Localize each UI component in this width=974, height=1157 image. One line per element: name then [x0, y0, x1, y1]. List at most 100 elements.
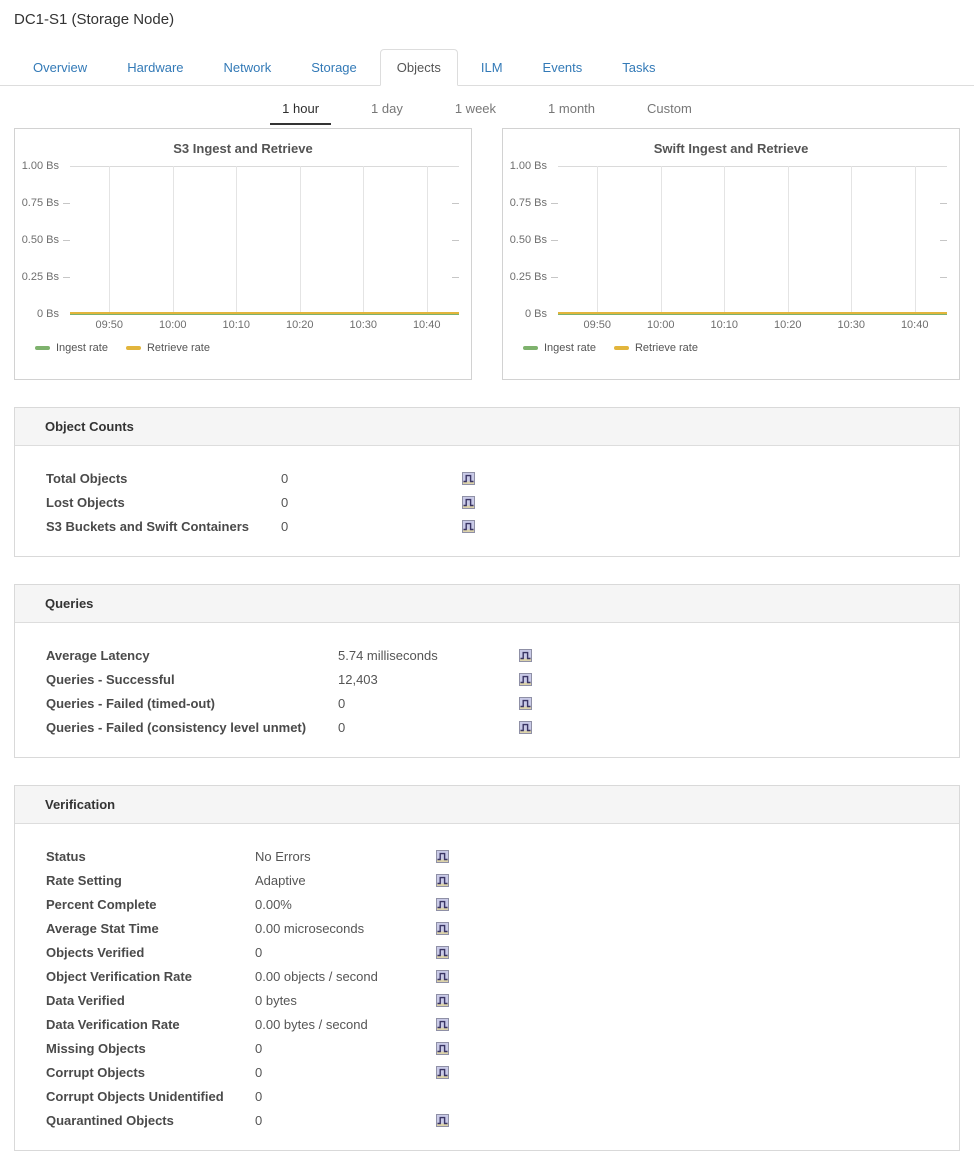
- y-tick-mark: [452, 203, 459, 204]
- stat-value: 0: [255, 1040, 263, 1056]
- line-chart-history-icon[interactable]: [436, 969, 449, 983]
- line-chart-history-icon[interactable]: [462, 519, 475, 533]
- chart-panel-s3-ingest-and-retrieve: S3 Ingest and Retrieve 1.00 Bs 0.75 Bs 0.50…: [14, 128, 472, 380]
- stat-row-percent-complete: Percent Complete 0.00%: [46, 892, 929, 916]
- line-chart-history-icon[interactable]: [519, 720, 532, 734]
- time-range-1-week[interactable]: 1 week: [454, 101, 497, 116]
- line-chart-history-icon[interactable]: [519, 672, 532, 686]
- tab-tasks[interactable]: Tasks: [622, 60, 656, 75]
- stat-value: 0 bytes: [255, 992, 297, 1008]
- panel-verification: Verification Status No Errors Rate Setting A…: [14, 785, 960, 1151]
- line-chart-history-icon[interactable]: [436, 1017, 449, 1031]
- x-tick-label: 10:20: [773, 319, 802, 331]
- vertical-gridline: [299, 166, 301, 314]
- stat-label: Percent Complete: [46, 896, 157, 912]
- chart-panel-swift-ingest-and-retrieve: Swift Ingest and Retrieve 1.00 Bs 0.75 Bs 0…: [502, 128, 960, 380]
- y-tick-label: 0.25 Bs: [21, 271, 59, 283]
- plot-grid: [63, 166, 459, 315]
- line-chart-history-icon[interactable]: [462, 471, 475, 485]
- legend-item-retrieve-rate[interactable]: Retrieve rate: [613, 342, 698, 354]
- stat-value: 0: [281, 470, 289, 486]
- y-tick-mark: [63, 277, 70, 278]
- line-chart-history-icon[interactable]: [519, 696, 532, 710]
- chart-title: Swift Ingest and Retrieve: [653, 141, 809, 156]
- x-axis: 09:50 10:00 10:10 10:20 10:30 10:40: [70, 319, 459, 335]
- legend-item-retrieve-rate[interactable]: Retrieve rate: [125, 342, 210, 354]
- x-tick-label: 10:40: [900, 319, 929, 331]
- y-tick-label: 0.25 Bs: [509, 271, 547, 283]
- y-axis: 1.00 Bs 0.75 Bs 0.50 Bs 0.25 Bs 0 Bs: [503, 160, 555, 320]
- panel-body: Status No Errors Rate Setting Adaptive Perce…: [15, 824, 959, 1150]
- legend-item-ingest-rate[interactable]: Ingest rate: [35, 342, 108, 354]
- stat-label: Object Verification Rate: [46, 968, 192, 984]
- series-line-ingest-rate: [558, 313, 947, 315]
- stat-row-quarantined-objects: Quarantined Objects 0: [46, 1108, 929, 1132]
- stat-row-s3-buckets-and-swift-containers: S3 Buckets and Swift Containers 0: [46, 514, 929, 538]
- chart-plot-area: 1.00 Bs 0.75 Bs 0.50 Bs 0.25 Bs 0 Bs 09:50 10:…: [15, 160, 471, 338]
- stat-row-missing-objects: Missing Objects 0: [46, 1036, 929, 1060]
- stat-label: Data Verified: [46, 992, 125, 1008]
- time-range-1-hour[interactable]: 1 hour: [270, 93, 332, 125]
- legend-label: Retrieve rate: [634, 342, 698, 354]
- vertical-gridline: [172, 166, 174, 314]
- line-chart-history-icon[interactable]: [436, 849, 449, 863]
- x-axis: 09:50 10:00 10:10 10:20 10:30 10:40: [558, 319, 947, 335]
- line-chart-history-icon[interactable]: [436, 1113, 449, 1127]
- stat-row-objects-verified: Objects Verified 0: [46, 940, 929, 964]
- x-tick-label: 10:10: [710, 319, 739, 331]
- panel-object-counts: Object Counts Total Objects 0 Lost Objects 0…: [14, 407, 960, 557]
- stat-value: No Errors: [255, 848, 311, 864]
- vertical-gridline: [426, 166, 428, 314]
- line-chart-history-icon[interactable]: [436, 1065, 449, 1079]
- y-tick-label: 0.50 Bs: [509, 234, 547, 246]
- panel-queries: Queries Average Latency 5.74 milliseconds Q…: [14, 584, 960, 758]
- line-chart-history-icon[interactable]: [436, 873, 449, 887]
- line-chart-history-icon[interactable]: [436, 1041, 449, 1055]
- panel-header-object-counts: Object Counts: [15, 408, 959, 446]
- x-tick-label: 09:50: [583, 319, 612, 331]
- tab-objects[interactable]: Objects: [379, 49, 458, 86]
- tab-hardware[interactable]: Hardware: [127, 60, 184, 75]
- y-tick-mark: [551, 203, 558, 204]
- stat-row-data-verified: Data Verified 0 bytes: [46, 988, 929, 1012]
- time-range-1-month[interactable]: 1 month: [548, 101, 596, 116]
- stat-label: Objects Verified: [46, 944, 145, 960]
- stat-value: 0.00 bytes / second: [255, 1016, 368, 1032]
- tab-storage[interactable]: Storage: [311, 60, 357, 75]
- stat-value: 0: [255, 1064, 263, 1080]
- line-chart-history-icon[interactable]: [519, 648, 532, 662]
- legend-item-ingest-rate[interactable]: Ingest rate: [523, 342, 596, 354]
- stat-label: Total Objects: [46, 470, 128, 486]
- line-chart-history-icon[interactable]: [436, 993, 449, 1007]
- stat-value: 0: [255, 944, 263, 960]
- panel-body: Average Latency 5.74 milliseconds Queries …: [15, 623, 959, 757]
- legend-label: Retrieve rate: [146, 342, 210, 354]
- tab-events[interactable]: Events: [542, 60, 583, 75]
- tab-overview[interactable]: Overview: [33, 60, 88, 75]
- stat-label: Status: [46, 848, 86, 864]
- stat-label: Lost Objects: [46, 494, 125, 510]
- tab-ilm[interactable]: ILM: [480, 60, 503, 75]
- chart-title: S3 Ingest and Retrieve: [173, 141, 313, 156]
- x-tick-label: 10:30: [837, 319, 865, 331]
- line-chart-history-icon[interactable]: [436, 921, 449, 935]
- line-chart-history-icon[interactable]: [436, 945, 449, 959]
- y-tick-label: 0.75 Bs: [509, 197, 547, 209]
- time-range-1-day[interactable]: 1 day: [371, 101, 403, 116]
- time-range-custom[interactable]: Custom: [647, 101, 692, 116]
- chart-legend: Ingest rate Retrieve rate: [35, 342, 471, 354]
- stat-row-total-objects: Total Objects 0: [46, 466, 929, 490]
- gridline-top: [70, 166, 459, 167]
- chart-legend: Ingest rate Retrieve rate: [523, 342, 959, 354]
- y-tick-label: 1.00 Bs: [509, 160, 547, 172]
- stat-label: Missing Objects: [46, 1040, 146, 1056]
- plot-grid: [551, 166, 947, 315]
- stat-value: 12,403: [338, 671, 378, 687]
- line-chart-history-icon[interactable]: [462, 495, 475, 509]
- stat-row-queries-successful: Queries - Successful 12,403: [46, 667, 929, 691]
- stat-label: S3 Buckets and Swift Containers: [46, 518, 249, 534]
- tab-network[interactable]: Network: [223, 60, 272, 75]
- series-line-retrieve-rate: [558, 312, 947, 314]
- stat-label: Quarantined Objects: [46, 1112, 174, 1128]
- line-chart-history-icon[interactable]: [436, 897, 449, 911]
